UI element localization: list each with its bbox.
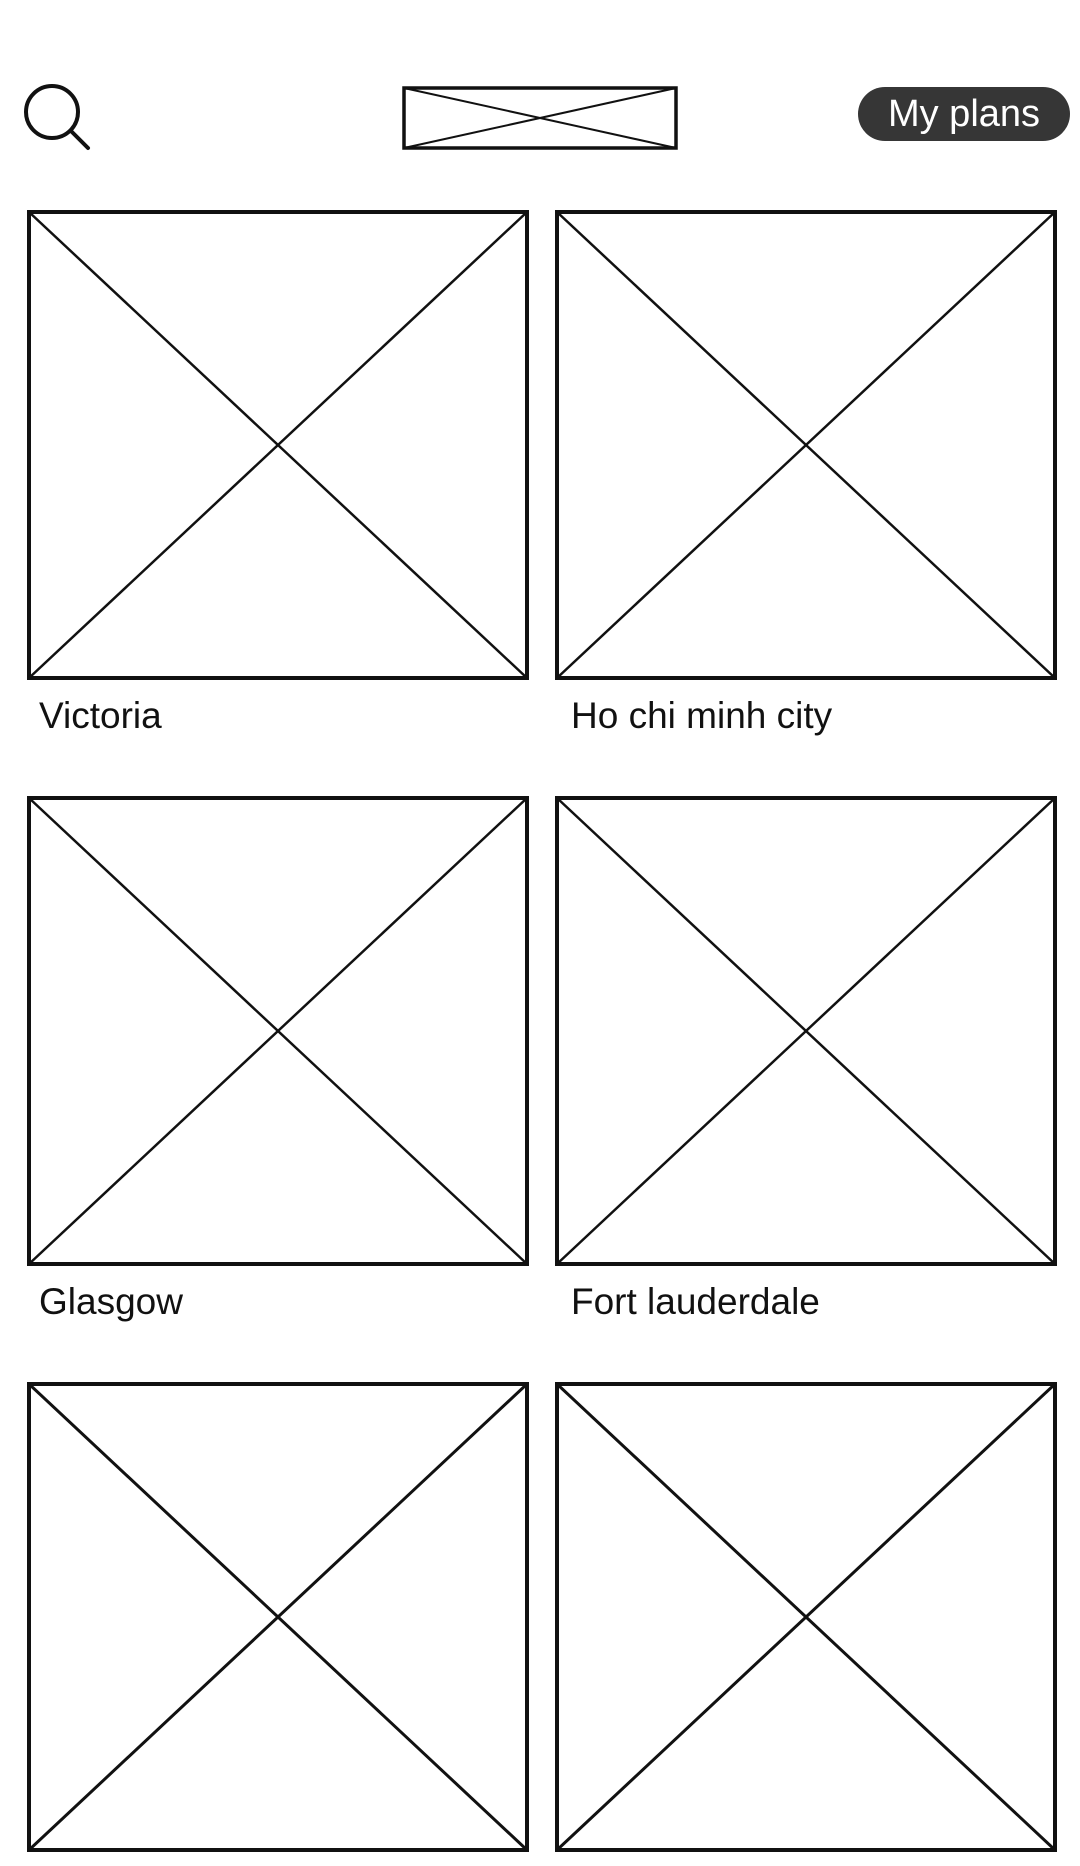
city-card-5[interactable]: [27, 1382, 529, 1866]
search-icon: [24, 84, 90, 150]
image-placeholder-icon: [27, 210, 529, 680]
logo-placeholder-icon: [402, 86, 678, 150]
city-card-fort-lauderdale[interactable]: Fort lauderdale: [555, 796, 1057, 1324]
city-card-6[interactable]: [555, 1382, 1057, 1866]
image-placeholder-icon: [27, 796, 529, 1266]
city-card-ho-chi-minh-city[interactable]: Ho chi minh city: [555, 210, 1057, 738]
app-header: My plans: [0, 0, 1080, 200]
city-name: Glasgow: [39, 1281, 183, 1322]
city-card-glasgow[interactable]: Glasgow: [27, 796, 529, 1324]
city-card-victoria[interactable]: Victoria: [27, 210, 529, 738]
city-name: Ho chi minh city: [571, 695, 833, 736]
image-placeholder-icon: [555, 1382, 1057, 1852]
image-placeholder-icon: [555, 210, 1057, 680]
image-placeholder-icon: [555, 796, 1057, 1266]
city-name: Victoria: [39, 695, 162, 736]
city-name: Fort lauderdale: [571, 1281, 820, 1322]
image-placeholder-icon: [27, 1382, 529, 1852]
search-button[interactable]: [20, 80, 98, 158]
my-plans-button[interactable]: My plans: [858, 87, 1070, 141]
